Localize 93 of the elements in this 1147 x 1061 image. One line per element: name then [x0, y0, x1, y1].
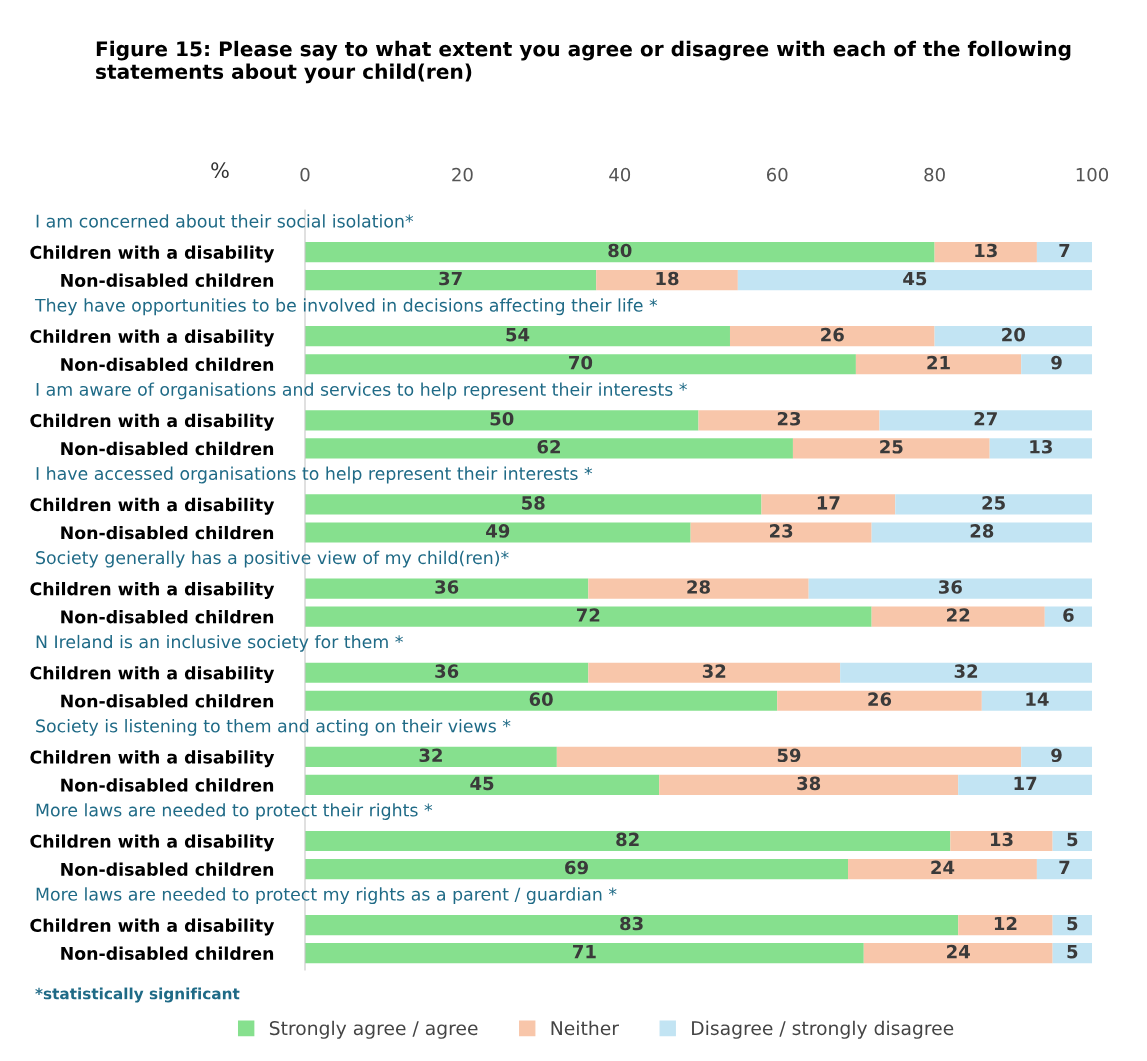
y-tick-label: Children with a disability: [30, 329, 275, 347]
data-label: 20: [1002, 327, 1025, 342]
data-label: 5: [1067, 832, 1078, 847]
annotation: Society is listening to them and acting on their views *: [36, 719, 511, 736]
data-label: 69: [565, 860, 588, 875]
data-label: 36: [938, 580, 962, 594]
y-tick-label: Non-disabled children: [61, 778, 274, 792]
y-tick-label: Non-disabled children: [61, 862, 274, 876]
data-label: 5: [1067, 944, 1078, 959]
data-label: 9: [1051, 748, 1062, 763]
data-label: 25: [880, 439, 903, 454]
x-tick-label: 20: [452, 167, 473, 182]
x-tick-label: 0: [300, 167, 310, 182]
data-label: 49: [486, 524, 510, 538]
annotation: I have accessed organisations to help represent their interests *: [36, 466, 593, 484]
data-label: 23: [770, 524, 793, 538]
data-label: 27: [974, 411, 997, 426]
legend-label: Disagree / strongly disagree: [692, 1020, 954, 1039]
y-tick-label: Children with a disability: [30, 245, 275, 263]
y-tick-label: Non-disabled children: [61, 357, 274, 372]
y-tick-label: Children with a disability: [30, 413, 275, 431]
data-label: 82: [616, 832, 639, 847]
data-label: 13: [990, 832, 1013, 847]
data-label: 21: [927, 355, 950, 370]
legend-label: Neither: [551, 1020, 619, 1036]
data-label: 37: [439, 271, 462, 286]
x-axis-title: %: [211, 162, 229, 179]
data-label: 50: [490, 411, 514, 426]
data-label: 14: [1026, 692, 1049, 706]
data-label: 9: [1051, 355, 1062, 370]
data-label: 62: [537, 439, 560, 454]
data-label: 71: [573, 944, 596, 959]
data-label: 5: [1067, 916, 1078, 931]
annotation: They have opportunities to be involved in decisions affecting their life *: [34, 298, 658, 316]
data-label: 36: [435, 664, 459, 678]
data-label: 72: [576, 608, 600, 622]
y-tick-label: Children with a disability: [30, 834, 275, 852]
data-label: 6: [1063, 608, 1074, 622]
y-tick-label: Children with a disability: [30, 918, 275, 936]
data-label: 45: [903, 271, 927, 286]
y-tick-label: Non-disabled children: [61, 525, 274, 540]
x-tick-label: 60: [766, 167, 788, 182]
data-label: 38: [797, 776, 821, 791]
data-label: 13: [975, 243, 997, 258]
annotation: N Ireland is an inclusive society for them *: [36, 634, 403, 652]
annotation: I am aware of organisations and services to help represent their interests *: [36, 382, 687, 400]
data-label: 60: [529, 692, 553, 707]
data-label: 32: [702, 664, 726, 678]
data-label: 28: [970, 524, 994, 538]
data-label: 25: [982, 496, 1005, 510]
data-label: 59: [777, 748, 801, 763]
data-label: 26: [821, 327, 844, 342]
annotation: Society generally has a positive view of my child(ren)*: [36, 550, 509, 568]
data-label: 45: [470, 776, 494, 791]
y-tick-label: Non-disabled children: [61, 273, 274, 287]
data-label: 58: [522, 496, 545, 510]
data-label: 13: [1030, 439, 1052, 454]
y-tick-label: Children with a disability: [30, 497, 275, 515]
data-label: 12: [994, 916, 1017, 931]
data-label: 32: [419, 748, 442, 763]
data-label: 17: [817, 496, 840, 510]
annotation: More laws are needed to protect my rights as a parent / guardian *: [36, 887, 617, 905]
data-label: 83: [620, 916, 643, 931]
y-tick-label: Children with a disability: [30, 750, 275, 768]
data-label: 23: [777, 411, 801, 426]
y-tick-label: Non-disabled children: [61, 441, 274, 456]
x-tick-label: 40: [609, 167, 631, 182]
annotation: More laws are needed to protect their rights *: [36, 803, 433, 820]
data-label: 70: [569, 355, 593, 370]
y-tick-label: Non-disabled children: [61, 946, 274, 961]
data-label: 28: [687, 580, 710, 594]
x-tick-label: 80: [924, 167, 945, 182]
data-label: 18: [656, 271, 679, 286]
data-label: 32: [954, 664, 978, 678]
y-tick-label: Children with a disability: [30, 666, 275, 684]
data-label: 7: [1059, 860, 1070, 875]
data-label: 7: [1059, 243, 1070, 258]
data-label: 24: [931, 860, 955, 875]
data-label: 26: [868, 692, 892, 707]
data-label: 80: [608, 243, 632, 258]
data-label: 17: [1014, 776, 1037, 790]
data-label: 54: [506, 328, 530, 342]
data-label: 22: [947, 608, 970, 622]
x-tick-label: 100: [1076, 167, 1109, 182]
data-label: 36: [435, 580, 459, 594]
y-tick-label: Non-disabled children: [61, 610, 274, 624]
annotation: I am concerned about their social isolation*: [36, 214, 414, 228]
legend-label: Strongly agree / agree: [269, 1020, 478, 1039]
chart-title: Figure 15: Please say to what extent you agree or disagree with each of the following statements about your child(ren): [96, 40, 1071, 84]
text: *statistically significant: [35, 987, 240, 1003]
data-label: 24: [947, 944, 970, 959]
y-tick-label: Non-disabled children: [61, 694, 274, 708]
y-tick-label: Children with a disability: [30, 582, 275, 599]
